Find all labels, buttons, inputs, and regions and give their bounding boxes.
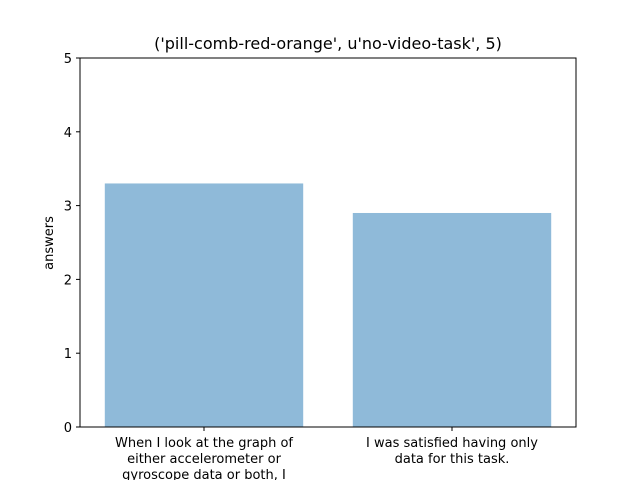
y-tick-label: 0 [64,421,72,436]
x-tick-label: I was satisfied having only data for this… [366,436,538,467]
y-tick-label: 3 [64,200,72,215]
x-axis: When I look at the graph of either accele… [115,427,538,480]
x-tick-label-line: I was satisfied having only [366,436,538,451]
bars-layer [104,183,552,427]
x-tick-label: When I look at the graph of either accele… [115,436,293,480]
x-tick-label-line: gyroscope data or both, I [122,468,286,480]
y-tick-label: 5 [64,52,72,67]
x-tick-label-line: either accelerometer or [127,452,281,467]
y-tick-label: 2 [64,273,72,288]
plot-frame [79,57,577,428]
bar [352,212,552,427]
chart-title: ('pill-comb-red-orange', u'no-video-task… [154,34,502,53]
y-axis-label: answers [42,216,57,270]
y-axis: 0 1 2 3 4 5 [64,52,80,436]
x-tick-label-line: When I look at the graph of [115,436,293,451]
y-tick-label: 4 [64,126,72,141]
x-tick-label-line: data for this task. [395,452,510,467]
y-tick-label: 1 [64,347,72,362]
bar [104,183,304,427]
